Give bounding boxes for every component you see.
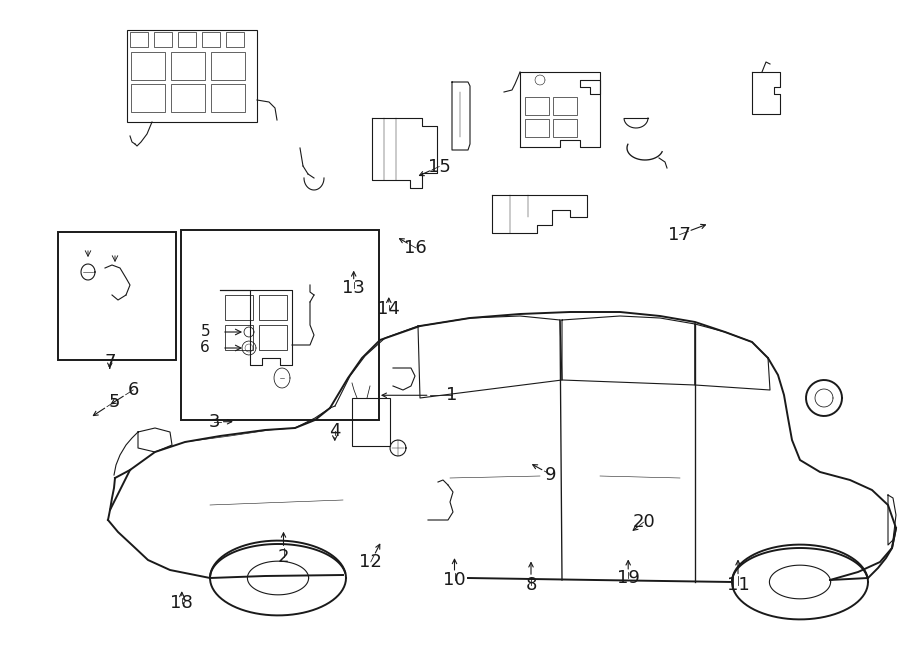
Bar bbox=[259, 325, 287, 350]
Text: 17: 17 bbox=[668, 225, 691, 244]
Bar bbox=[553, 97, 577, 115]
Text: 9: 9 bbox=[545, 465, 556, 484]
Bar bbox=[225, 295, 253, 320]
Text: 10: 10 bbox=[443, 571, 466, 590]
Bar bbox=[58, 232, 176, 360]
Text: 12: 12 bbox=[359, 553, 382, 571]
Bar bbox=[178, 32, 196, 47]
Bar bbox=[211, 84, 245, 112]
Bar bbox=[211, 52, 245, 80]
Text: 19: 19 bbox=[616, 569, 640, 588]
Bar bbox=[525, 119, 549, 137]
Bar bbox=[259, 295, 287, 320]
Bar bbox=[171, 84, 205, 112]
Bar bbox=[127, 30, 257, 122]
Text: 4: 4 bbox=[329, 422, 340, 440]
Bar bbox=[525, 97, 549, 115]
Bar bbox=[553, 119, 577, 137]
Bar bbox=[131, 84, 165, 112]
Text: 6: 6 bbox=[128, 381, 139, 399]
Bar bbox=[154, 32, 172, 47]
Text: 8: 8 bbox=[526, 576, 536, 594]
Text: 11: 11 bbox=[726, 576, 750, 594]
Text: 16: 16 bbox=[404, 239, 428, 257]
Bar bbox=[130, 32, 148, 47]
Bar bbox=[171, 52, 205, 80]
Text: 5: 5 bbox=[201, 325, 210, 340]
Text: 15: 15 bbox=[428, 157, 451, 176]
Bar bbox=[226, 32, 244, 47]
Text: 5: 5 bbox=[109, 393, 120, 411]
Text: 18: 18 bbox=[170, 594, 194, 612]
Bar bbox=[352, 398, 390, 446]
Text: 2: 2 bbox=[278, 547, 289, 566]
Text: 13: 13 bbox=[342, 278, 365, 297]
Text: 7: 7 bbox=[104, 353, 115, 371]
Bar bbox=[181, 230, 379, 420]
Text: 20: 20 bbox=[632, 513, 655, 531]
Text: 14: 14 bbox=[377, 300, 400, 319]
Text: 3: 3 bbox=[209, 412, 220, 431]
Text: 6: 6 bbox=[200, 340, 210, 356]
Bar bbox=[225, 325, 253, 350]
Bar bbox=[202, 32, 220, 47]
Text: 1: 1 bbox=[446, 386, 457, 405]
Bar bbox=[131, 52, 165, 80]
